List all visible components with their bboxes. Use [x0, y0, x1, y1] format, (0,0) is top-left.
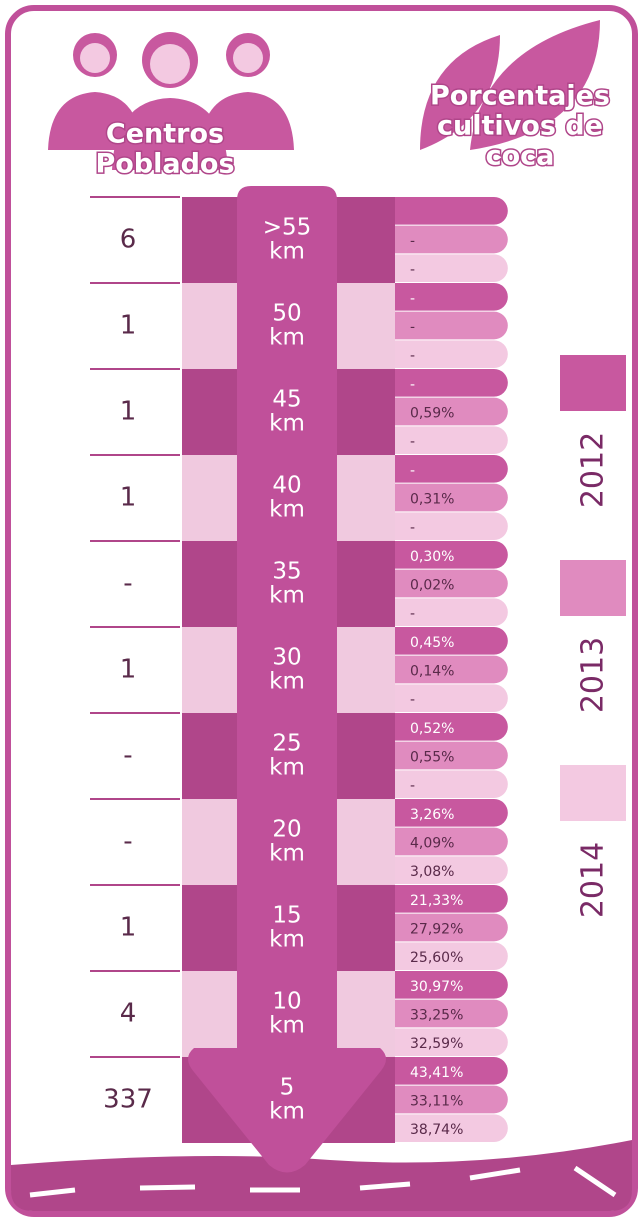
percent-label: - — [410, 348, 415, 364]
percent-label: 0,45% — [410, 635, 454, 651]
percent-label: - — [410, 606, 415, 622]
percent-label: 43,41% — [410, 1065, 463, 1081]
legend-year: 2012 — [576, 432, 611, 508]
percent-label: 4,09% — [410, 836, 454, 852]
centros-count: 4 — [120, 999, 137, 1029]
distance-unit: km — [269, 497, 305, 523]
percent-label: 3,26% — [410, 807, 454, 823]
legend-year: 2014 — [576, 842, 611, 918]
distance-value: 15 — [272, 903, 301, 929]
percent-label: - — [410, 778, 415, 794]
percent-label: - — [410, 377, 415, 393]
distance-value: 35 — [272, 559, 301, 585]
percent-label: 0,02% — [410, 578, 454, 594]
percent-label: 27,92% — [410, 922, 463, 938]
left-title: Poblados — [95, 149, 234, 180]
distance-unit: km — [269, 239, 305, 265]
distance-unit: km — [269, 1013, 305, 1039]
percent-label: - — [410, 320, 415, 336]
right-title: cultivos de — [437, 111, 603, 142]
distance-unit: km — [269, 583, 305, 609]
distance-value: 25 — [272, 731, 301, 757]
distance-value: 5 — [280, 1075, 295, 1101]
percent-label: 0,14% — [410, 664, 454, 680]
distance-value: 20 — [272, 817, 301, 843]
distance-unit: km — [269, 927, 305, 953]
centros-count: 1 — [120, 913, 137, 943]
centros-count: 337 — [103, 1085, 153, 1115]
percent-pill — [395, 197, 508, 225]
percent-label: 33,25% — [410, 1008, 463, 1024]
percent-label: 0,31% — [410, 492, 454, 508]
legend-year: 2013 — [576, 637, 611, 713]
percent-label: 0,52% — [410, 721, 454, 737]
centros-count: 1 — [120, 311, 137, 341]
distance-value: >55 — [263, 215, 312, 241]
percent-label: 33,11% — [410, 1094, 463, 1110]
distance-value: 30 — [272, 645, 301, 671]
centros-count: 1 — [120, 655, 137, 685]
distance-unit: km — [269, 1099, 305, 1125]
percent-label: - — [410, 234, 415, 250]
distance-value: 10 — [272, 989, 301, 1015]
percent-label: 38,74% — [410, 1122, 463, 1138]
right-title: coca — [486, 141, 555, 172]
percent-label: - — [410, 463, 415, 479]
percent-label: - — [410, 291, 415, 307]
percent-label: 25,60% — [410, 950, 463, 966]
percent-label: - — [410, 520, 415, 536]
centros-count: - — [123, 741, 132, 771]
distance-value: 40 — [272, 473, 301, 499]
percent-label: 0,59% — [410, 406, 454, 422]
percent-label: - — [410, 692, 415, 708]
legend-swatch — [560, 765, 626, 821]
centros-count: - — [123, 569, 132, 599]
distance-unit: km — [269, 755, 305, 781]
percent-label: - — [410, 262, 415, 278]
legend-swatch — [560, 355, 626, 411]
distance-unit: km — [269, 411, 305, 437]
distance-unit: km — [269, 669, 305, 695]
left-title: Centros — [106, 119, 224, 150]
percent-label: 32,59% — [410, 1036, 463, 1052]
percent-label: 0,55% — [410, 750, 454, 766]
right-title: Porcentajes — [430, 81, 610, 112]
legend-swatch — [560, 560, 626, 616]
infographic: CentrosPoblados Porcentajescultivos decoc… — [0, 0, 643, 1222]
percent-label: 21,33% — [410, 893, 463, 909]
percent-label: 30,97% — [410, 979, 463, 995]
distance-value: 50 — [272, 301, 301, 327]
centros-count: - — [123, 827, 132, 857]
percent-label: 0,30% — [410, 549, 454, 565]
distance-unit: km — [269, 325, 305, 351]
percent-label: - — [410, 434, 415, 450]
distance-unit: km — [269, 841, 305, 867]
centros-count: 1 — [120, 397, 137, 427]
percent-label: 3,08% — [410, 864, 454, 880]
centros-count: 6 — [120, 225, 137, 255]
centros-count: 1 — [120, 483, 137, 513]
distance-value: 45 — [272, 387, 301, 413]
